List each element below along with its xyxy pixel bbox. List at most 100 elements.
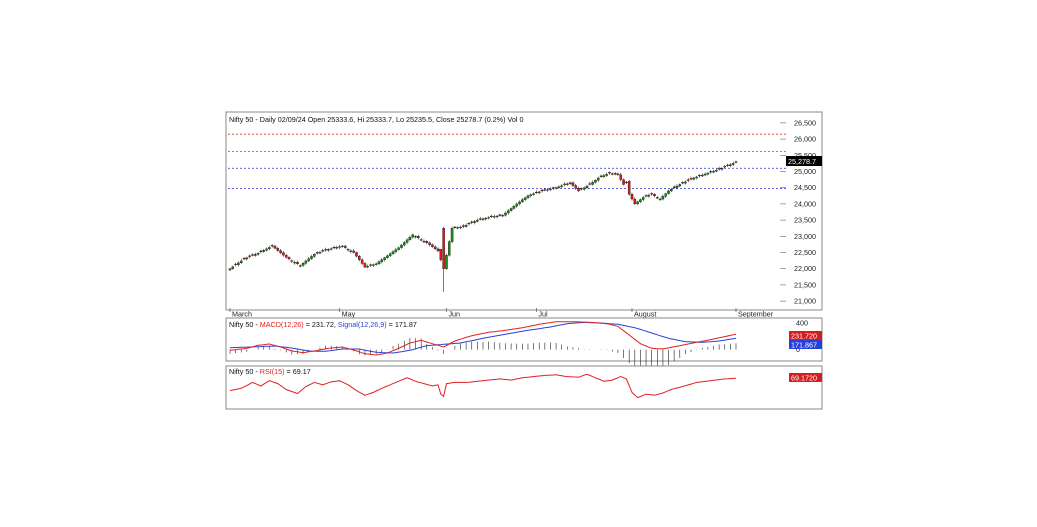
bullish-candle: [414, 236, 417, 238]
bearish-candle: [273, 245, 277, 249]
bullish-candle: [515, 203, 518, 207]
macd-legend-value: 231.72: [312, 320, 334, 329]
bullish-candle: [639, 199, 642, 202]
bearish-candle: [681, 182, 684, 184]
bullish-candle: [521, 199, 524, 203]
bullish-candle: [484, 218, 488, 220]
macd-legend-sep: ,: [334, 320, 338, 329]
bullish-candle: [554, 187, 558, 189]
bearish-candle: [234, 263, 237, 265]
bullish-candle: [301, 263, 305, 266]
candles: [228, 160, 738, 293]
rsi-line: [229, 373, 737, 399]
price-chart-title: Nifty 50 - Daily 02/09/24 Open 25333.6, …: [229, 115, 523, 124]
bearish-candle: [616, 173, 620, 175]
date-tick-label: Jun: [448, 310, 460, 319]
bullish-candle: [703, 173, 707, 176]
bullish-candle: [374, 263, 378, 265]
bearish-candle: [315, 252, 319, 254]
bearish-candle: [650, 193, 653, 195]
rsi-value-tag: 69.1720: [789, 373, 822, 383]
price-y-tick-label: 23,000: [794, 232, 816, 241]
rsi-legend-prefix: Nifty 50 -: [229, 367, 260, 376]
bearish-candle: [644, 195, 648, 197]
bearish-candle: [571, 182, 575, 186]
bullish-candle: [476, 219, 479, 222]
bullish-candle: [523, 197, 527, 200]
bullish-candle: [268, 247, 271, 250]
price-y-tick-label: 26,000: [794, 135, 816, 144]
bullish-candle: [405, 239, 409, 243]
bearish-candle: [653, 194, 656, 196]
bullish-candle: [318, 252, 322, 254]
bearish-candle: [324, 249, 327, 251]
bullish-candle: [667, 190, 670, 194]
bearish-candle: [284, 254, 288, 258]
bearish-candle: [723, 166, 727, 168]
bullish-candle: [720, 168, 724, 170]
bullish-candle: [341, 245, 344, 247]
signal-tag-label: 171.867: [791, 341, 817, 350]
bearish-candle: [242, 258, 246, 260]
bullish-candle: [450, 228, 454, 242]
bearish-candle: [599, 175, 603, 177]
bullish-candle: [537, 191, 541, 194]
bullish-candle: [380, 259, 384, 262]
last-price-label: 25,278.7: [788, 157, 816, 166]
bearish-candle: [436, 248, 440, 252]
bullish-candle: [568, 182, 572, 184]
price-y-tick-label: 22,000: [794, 264, 816, 273]
bullish-candle: [512, 206, 516, 209]
bearish-candle: [453, 226, 457, 228]
bearish-candle: [563, 183, 566, 185]
price-y-tick-label: 25,000: [794, 167, 816, 176]
bullish-candle: [684, 181, 687, 184]
bullish-candle: [237, 262, 240, 265]
bearish-candle: [470, 221, 474, 223]
bullish-candle: [504, 212, 507, 216]
bearish-candle: [344, 245, 347, 248]
bearish-candle: [622, 179, 625, 185]
bearish-candle: [633, 198, 637, 205]
bullish-candle: [605, 174, 608, 176]
bullish-candle: [228, 268, 232, 271]
bullish-candle: [310, 256, 313, 259]
bullish-candle: [400, 244, 403, 248]
bearish-candle: [630, 194, 634, 200]
bullish-candle: [495, 215, 499, 218]
signal-legend-name: Signal(12,26,9): [338, 320, 387, 329]
price-panel: Nifty 50 - Daily 02/09/24 Open 25333.6, …: [225, 111, 823, 319]
bullish-candle: [509, 208, 513, 211]
bullish-candle: [329, 248, 333, 250]
rsi-plot-frame: [225, 365, 823, 410]
signal-legend-eq: =: [387, 320, 395, 329]
bearish-candle: [425, 241, 429, 243]
price-y-tick-label: 25,500: [794, 151, 816, 160]
bullish-candle: [729, 164, 732, 166]
bearish-candle: [270, 245, 274, 247]
bullish-candle: [712, 171, 715, 173]
bearish-candle: [363, 263, 367, 268]
bearish-candle: [717, 168, 721, 170]
bearish-candle: [332, 247, 336, 249]
bearish-candle: [709, 171, 712, 173]
bearish-candle: [355, 252, 358, 257]
rsi-tag-label: 69.1720: [791, 374, 817, 383]
bullish-candle: [464, 225, 468, 227]
bearish-candle: [734, 161, 738, 163]
bullish-candle: [448, 241, 451, 256]
date-tick-label: Jul: [538, 310, 548, 319]
bearish-candle: [279, 250, 282, 253]
bullish-candle: [391, 251, 395, 254]
bearish-candle: [698, 175, 701, 177]
bearish-candle: [627, 181, 631, 195]
date-tick-label: September: [738, 310, 774, 319]
bullish-candle: [518, 201, 521, 205]
bullish-candle: [731, 163, 735, 165]
bearish-candle: [321, 250, 325, 252]
bullish-candle: [566, 183, 569, 185]
macd-plot-frame: [225, 317, 823, 362]
bullish-candle: [394, 249, 398, 252]
bullish-candle: [706, 172, 710, 175]
bullish-candle: [636, 201, 639, 205]
